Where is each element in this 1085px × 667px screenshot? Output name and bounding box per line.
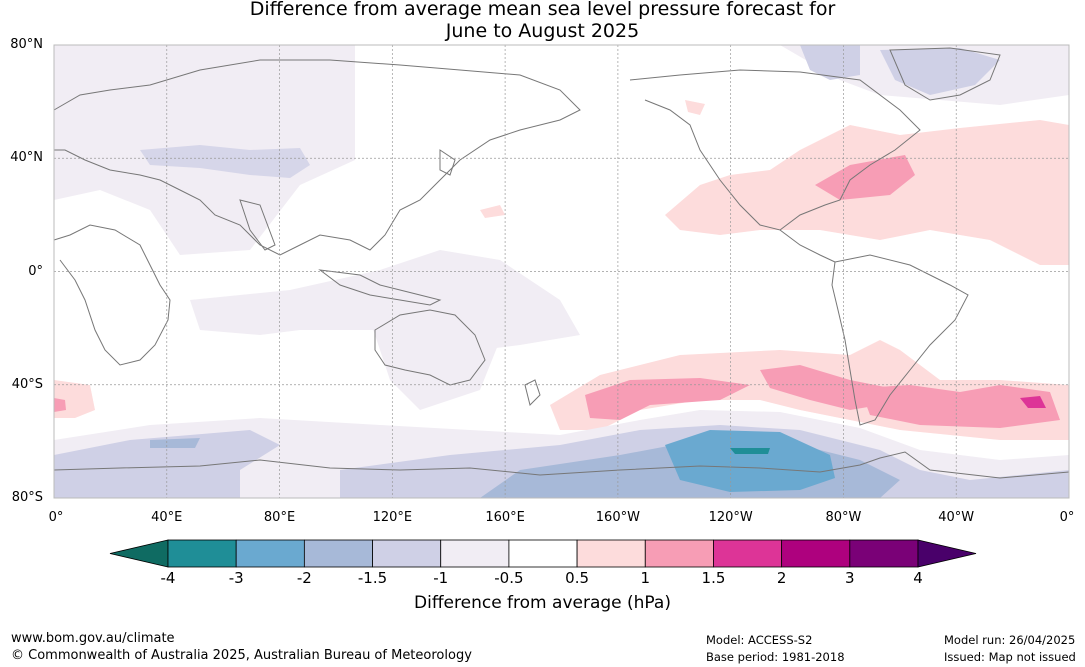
- colorbar-tick-label: -1: [433, 569, 449, 587]
- anomaly-region-asia-weak-negative: [140, 145, 310, 178]
- colorbar-tick-label: 3: [845, 569, 855, 587]
- colorbar-tick-label: -3: [228, 569, 244, 587]
- longitude-label: 160°W: [595, 510, 640, 525]
- anomaly-region-greenland-stronger: [880, 48, 1000, 95]
- colorbar-segment: [576, 539, 646, 568]
- longitude-label: 0°: [1059, 510, 1075, 525]
- colorbar-segment: [167, 539, 237, 568]
- coastline-india: [239, 199, 276, 251]
- map-title-line-1: Difference from average mean sea level p…: [249, 0, 836, 20]
- colorbar-segment: [303, 539, 373, 568]
- colorbar-tick-label: 1.5: [701, 569, 726, 587]
- latitude-label: 80°S: [11, 490, 43, 505]
- footer-copyright: © Commonwealth of Australia 2025, Austra…: [11, 648, 472, 663]
- anomaly-region-south-africa-stronger: [54, 398, 66, 412]
- colorbar-segment: [713, 539, 783, 568]
- coastline-central-america: [779, 229, 836, 263]
- latitude-label: 80°N: [10, 37, 43, 52]
- map-title-line-2: June to August 2025: [445, 20, 640, 42]
- anomaly-region-alaska-positive: [685, 100, 705, 115]
- longitude-label: 80°W: [825, 510, 862, 525]
- footer-model-run: Model run: 26/04/2025: [944, 633, 1076, 647]
- latitude-label: 0°: [28, 263, 43, 279]
- anomaly-region-tropical-indian-ocean-negative: [190, 250, 580, 350]
- longitude-label: 40°E: [151, 510, 183, 525]
- longitude-label: 80°E: [263, 510, 296, 525]
- anomaly-region-west-antarctic-blue: [150, 438, 200, 448]
- colorbar-segment: [781, 539, 851, 568]
- coastline-japan: [439, 149, 456, 176]
- latitude-label: 40°S: [11, 376, 43, 392]
- anomaly-region-south-atlantic-stronger: [860, 385, 1060, 428]
- anomaly-region-antarctic-light-blue: [54, 430, 280, 498]
- anomaly-region-arctic-canada-negative: [800, 45, 860, 80]
- colorbar-title: Difference from average (hPa): [414, 593, 671, 613]
- colorbar-segment: [849, 539, 919, 568]
- coastline-south-america: [831, 254, 969, 426]
- anomaly-region-south-pacific-stronger-west: [585, 378, 750, 420]
- latitude-label: 40°N: [10, 150, 43, 166]
- colorbar-tick-label: -1.5: [357, 569, 388, 587]
- coastline-australia: [374, 309, 486, 386]
- colorbar-tick-label: -4: [160, 569, 176, 587]
- anomaly-region-north-atlantic-stronger: [815, 155, 915, 200]
- longitude-label: 0°: [48, 510, 64, 525]
- colorbar-segment: [372, 539, 442, 568]
- footer-base-period: Base period: 1981-2018: [706, 650, 845, 664]
- longitude-label: 160°E: [485, 510, 525, 525]
- colorbar-extension-low: [109, 539, 169, 568]
- coastline-africa: [53, 224, 171, 366]
- colorbar-tick-label: 4: [913, 569, 923, 587]
- longitude-label: 40°W: [938, 510, 975, 525]
- colorbar-segment: [508, 539, 578, 568]
- coastline-new-zealand: [524, 379, 541, 406]
- footer-url: www.bom.gov.au/climate: [11, 631, 175, 646]
- anomaly-region-antarctic-teal: [730, 448, 770, 454]
- longitude-label: 120°E: [372, 510, 413, 525]
- longitude-label: 120°W: [708, 510, 753, 525]
- colorbar-segment: [644, 539, 714, 568]
- map-frame: [53, 44, 1070, 499]
- anomaly-region-pacific-positive: [480, 205, 505, 218]
- coastline-antarctica: [53, 451, 1070, 479]
- coastlines: [53, 47, 1070, 479]
- coastline-north-america: [629, 69, 921, 231]
- footer-issued: Issued: Map not issued: [944, 650, 1076, 664]
- colorbar-tick-label: 1: [640, 569, 651, 587]
- colorbar-tick-label: -2: [296, 569, 312, 587]
- coastline-eurasia: [53, 59, 581, 256]
- coastline-greenland: [889, 47, 1001, 101]
- anomaly-region-south-atlantic-peak: [1020, 396, 1046, 408]
- colorbar-segment: [440, 539, 510, 568]
- colorbar-segment: [235, 539, 305, 568]
- footer-model: Model: ACCESS-S2: [706, 633, 813, 647]
- colorbar-tick-label: 0.5: [565, 569, 590, 587]
- colorbar-tick-label: -0.5: [494, 569, 524, 587]
- anomaly-region-antarctic-blue: [665, 430, 835, 492]
- colorbar-tick-label: 2: [776, 569, 787, 587]
- coastline-indonesia: [318, 269, 442, 306]
- colorbar-extension-high: [917, 539, 977, 568]
- anomaly-region-south-pacific-stronger-east: [760, 365, 890, 410]
